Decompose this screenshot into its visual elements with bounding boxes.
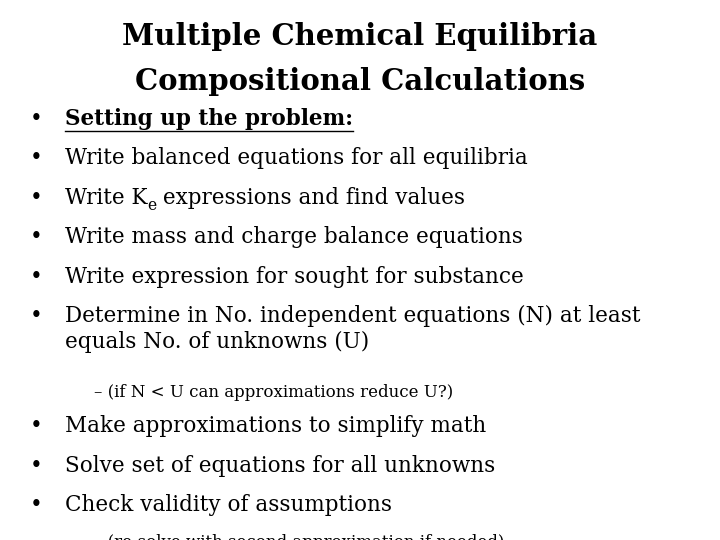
Text: •: • (30, 187, 43, 209)
Text: Setting up the problem:: Setting up the problem: (65, 108, 353, 130)
Text: •: • (30, 415, 43, 437)
Text: •: • (30, 147, 43, 170)
Text: Write expression for sought for substance: Write expression for sought for substanc… (65, 266, 523, 288)
Text: •: • (30, 108, 43, 130)
Text: •: • (30, 494, 43, 516)
Text: Solve set of equations for all unknowns: Solve set of equations for all unknowns (65, 455, 495, 477)
Text: Check validity of assumptions: Check validity of assumptions (65, 494, 392, 516)
Text: expressions and find values: expressions and find values (156, 187, 465, 209)
Text: Write mass and charge balance equations: Write mass and charge balance equations (65, 226, 523, 248)
Text: Write K: Write K (65, 187, 148, 209)
Text: Compositional Calculations: Compositional Calculations (135, 68, 585, 97)
Text: Make approximations to simplify math: Make approximations to simplify math (65, 415, 486, 437)
Text: •: • (30, 266, 43, 288)
Text: – (re-solve with second approximation if needed): – (re-solve with second approximation if… (94, 534, 504, 540)
Text: – (if N < U can approximations reduce U?): – (if N < U can approximations reduce U?… (94, 384, 453, 401)
Text: Multiple Chemical Equilibria: Multiple Chemical Equilibria (122, 22, 598, 51)
Text: Determine in No. independent equations (N) at least
equals No. of unknowns (U): Determine in No. independent equations (… (65, 305, 640, 353)
Text: •: • (30, 226, 43, 248)
Text: •: • (30, 455, 43, 477)
Text: e: e (148, 197, 156, 213)
Text: Write balanced equations for all equilibria: Write balanced equations for all equilib… (65, 147, 528, 170)
Text: •: • (30, 305, 43, 327)
